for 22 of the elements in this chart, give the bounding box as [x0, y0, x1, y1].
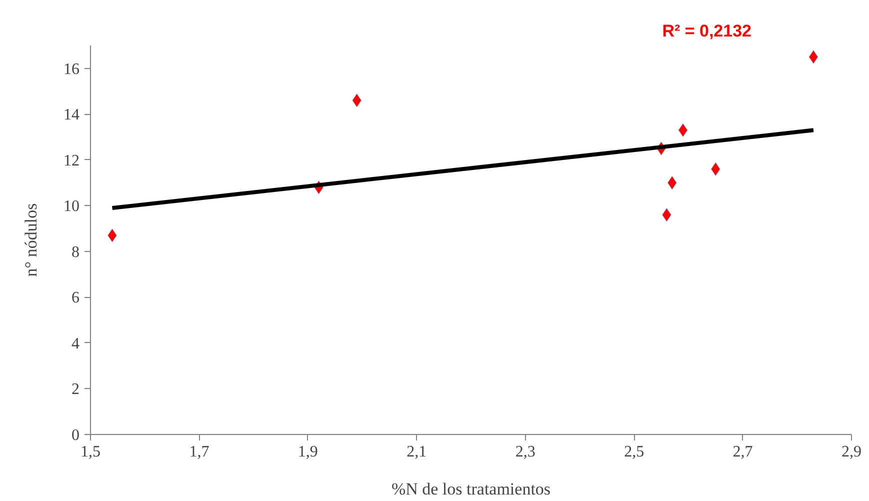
point: [808, 50, 818, 64]
text: R² = 0,2132: [662, 22, 752, 40]
y-tick-label: 10: [64, 198, 80, 216]
x-tick-label: 1,5: [80, 444, 100, 460]
x-axis-title: %N de los tratamientos: [391, 480, 551, 498]
y-axis-title: n° nódulos: [22, 203, 40, 277]
y-tick-label: 8: [72, 244, 80, 261]
x-tick-label: 2,7: [732, 444, 753, 460]
point: [678, 123, 688, 137]
x-tick-label: 1,7: [189, 444, 210, 460]
x-tick-label: 2,9: [842, 444, 862, 460]
x-tick-label: 2,1: [406, 444, 427, 460]
x-tick-label: 1,9: [298, 444, 318, 460]
y-tick-label: 0: [72, 427, 80, 444]
y-tick-label: 2: [72, 381, 80, 398]
y-tick-label: 6: [72, 290, 80, 307]
x-tick-label: 2,5: [624, 444, 644, 460]
y-tick-label: 4: [72, 335, 80, 352]
y-tick-label: 16: [64, 60, 80, 78]
y-tick-label: 14: [64, 106, 80, 124]
x-tick-label: 2,3: [515, 444, 536, 460]
y-tick-label: 12: [64, 152, 80, 170]
